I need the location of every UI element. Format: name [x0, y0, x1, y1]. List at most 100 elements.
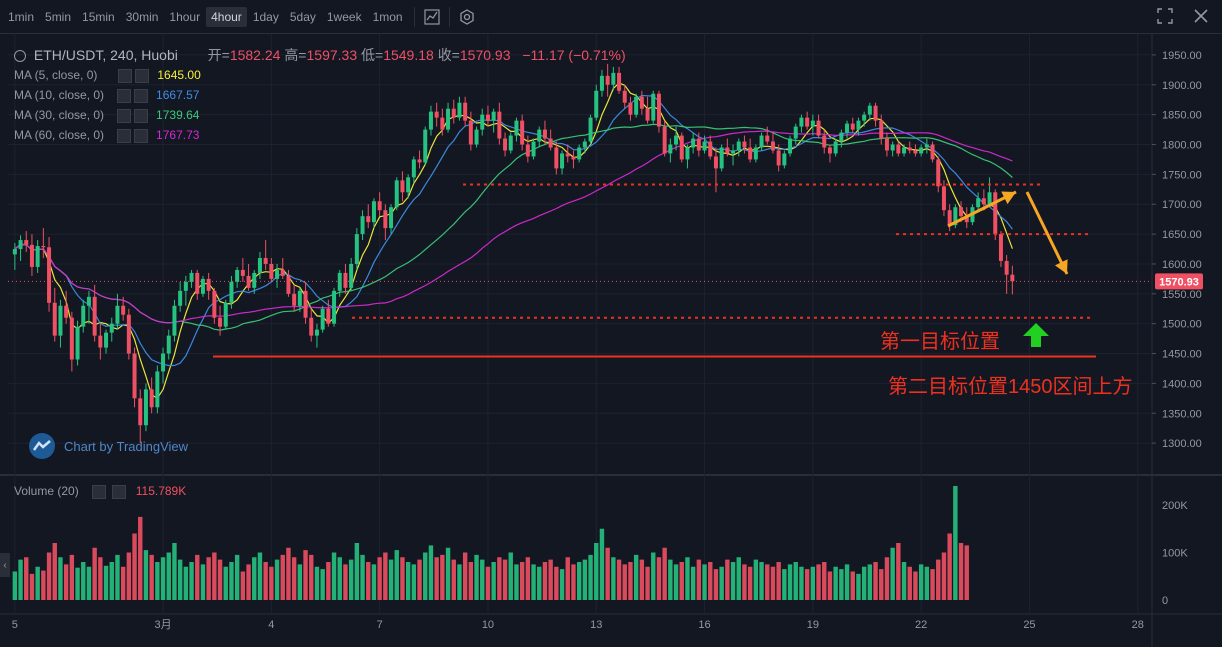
high-value: 1597.33	[306, 47, 358, 63]
candle-body	[742, 141, 747, 148]
volume-bar	[183, 566, 189, 600]
y-tick-label: 1700.00	[1162, 199, 1202, 211]
candle	[29, 234, 34, 276]
fullscreen-icon[interactable]	[1154, 5, 1176, 27]
volume-bar	[98, 557, 103, 600]
candle	[748, 138, 753, 163]
timeframe-4hour[interactable]: 4hour	[206, 6, 247, 27]
candle	[491, 108, 496, 133]
settings-icon[interactable]	[117, 88, 132, 103]
close-icon[interactable]	[134, 108, 149, 123]
left-scroll-handle[interactable]: ‹	[0, 553, 10, 577]
candle-body	[993, 192, 998, 235]
candle	[252, 269, 257, 294]
candle	[725, 138, 730, 157]
candle-body	[582, 141, 587, 148]
candle-body	[143, 389, 148, 426]
candle	[582, 138, 587, 154]
timeframe-30min[interactable]: 30min	[125, 9, 159, 24]
close-icon[interactable]	[112, 484, 127, 499]
open-value: 1582.24	[229, 47, 281, 63]
candle-body	[959, 207, 964, 217]
close-icon[interactable]	[134, 88, 149, 103]
timeframe-1hour[interactable]: 1hour	[169, 9, 201, 24]
volume-bar	[816, 564, 821, 600]
timeframe-1mon[interactable]: 1mon	[372, 9, 403, 24]
volume-bar	[958, 543, 964, 600]
volume-bar	[810, 566, 816, 600]
timeframe-1min[interactable]: 1min	[8, 9, 35, 24]
volume-bar	[143, 550, 149, 600]
candle	[742, 135, 747, 154]
volume-tick-label: 200K	[1162, 500, 1188, 512]
volume-bar	[896, 543, 901, 600]
candle-body	[611, 72, 616, 85]
volume-bar	[936, 559, 941, 600]
candle-body	[998, 234, 1003, 261]
low-label: 低=	[361, 47, 384, 63]
candle	[753, 144, 758, 163]
y-tick-label: 1900.00	[1162, 80, 1202, 92]
candle-body	[360, 216, 365, 235]
candle	[326, 299, 331, 327]
y-tick-label: 1950.00	[1162, 50, 1202, 62]
candle	[178, 281, 183, 312]
settings-icon[interactable]	[117, 128, 132, 143]
timeframe-5min[interactable]: 5min	[45, 9, 72, 24]
candle	[810, 114, 815, 136]
candle-body	[856, 120, 861, 130]
candle	[503, 132, 508, 157]
volume-bar	[770, 566, 776, 600]
candle	[434, 102, 439, 127]
timeframe-5day[interactable]: 5day	[289, 9, 316, 24]
candle	[349, 257, 354, 291]
candle-body	[75, 326, 80, 360]
close-icon[interactable]	[1190, 5, 1212, 27]
volume-bar	[166, 552, 171, 600]
candle-body	[104, 332, 109, 348]
candle	[685, 144, 690, 169]
candle	[474, 126, 479, 148]
volume-bar	[668, 559, 673, 600]
candle-body	[485, 114, 490, 121]
indicator-icon[interactable]	[421, 6, 443, 28]
candle-body	[919, 147, 924, 154]
settings-icon[interactable]	[456, 6, 478, 28]
candle-body	[725, 147, 730, 154]
candle	[577, 144, 582, 163]
volume-bar	[599, 528, 605, 600]
candle-body	[280, 269, 285, 276]
volume-bar	[690, 566, 696, 600]
candle-body	[890, 144, 895, 151]
candle-body	[440, 117, 445, 130]
candle	[953, 204, 958, 229]
volume-bar	[320, 569, 325, 600]
watermark[interactable]: Chart by TradingView	[28, 432, 188, 460]
timeframe-1week[interactable]: 1week	[326, 9, 362, 24]
volume-bar	[884, 557, 890, 600]
volume-bar	[850, 571, 855, 600]
candle	[993, 189, 998, 241]
volume-bar	[879, 569, 884, 600]
candle-body	[674, 135, 679, 145]
volume-bar	[514, 564, 519, 600]
timeframe-1day[interactable]: 1day	[252, 9, 279, 24]
close-icon[interactable]	[134, 128, 149, 143]
candle	[930, 141, 935, 163]
candle	[423, 126, 428, 166]
volume-bar	[52, 543, 57, 600]
candle-body	[309, 317, 314, 336]
candle-body	[423, 129, 428, 163]
x-tick-label: 10	[482, 619, 494, 631]
settings-icon[interactable]	[118, 68, 133, 83]
timeframe-15min[interactable]: 15min	[82, 9, 115, 24]
candle-body	[411, 159, 416, 178]
candle	[166, 329, 171, 360]
volume-bar	[400, 557, 405, 600]
settings-icon[interactable]	[117, 108, 132, 123]
settings-icon[interactable]	[92, 484, 107, 499]
candle-body	[451, 108, 456, 118]
close-icon[interactable]	[135, 68, 150, 83]
candle-body	[394, 180, 399, 208]
